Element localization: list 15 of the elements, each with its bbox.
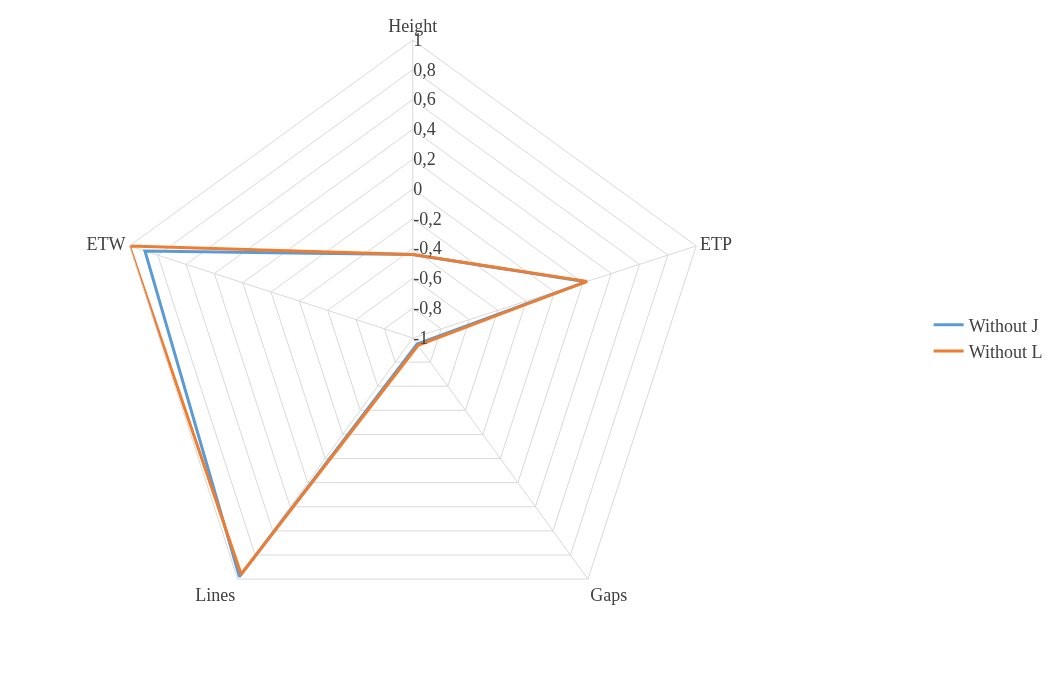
y-tick-label: 0,4: [413, 119, 436, 140]
y-tick-label: 0,2: [413, 149, 436, 170]
y-tick-label: -0,2: [413, 208, 442, 229]
y-tick-label: -0,8: [413, 298, 442, 319]
y-tick-label: 0: [413, 178, 423, 199]
spoke-label: ETW: [86, 233, 126, 254]
spoke-label: Gaps: [590, 584, 628, 605]
y-tick-label: 0,6: [413, 89, 436, 110]
spoke-label: ETP: [700, 233, 733, 254]
spoke-label: Lines: [195, 584, 236, 605]
y-tick-label: -0,4: [413, 238, 442, 259]
y-tick-label: -0,6: [413, 268, 442, 289]
y-tick-label: 0,8: [413, 59, 436, 80]
legend-label: Without J: [968, 315, 1039, 336]
legend-label: Without L: [968, 342, 1043, 363]
